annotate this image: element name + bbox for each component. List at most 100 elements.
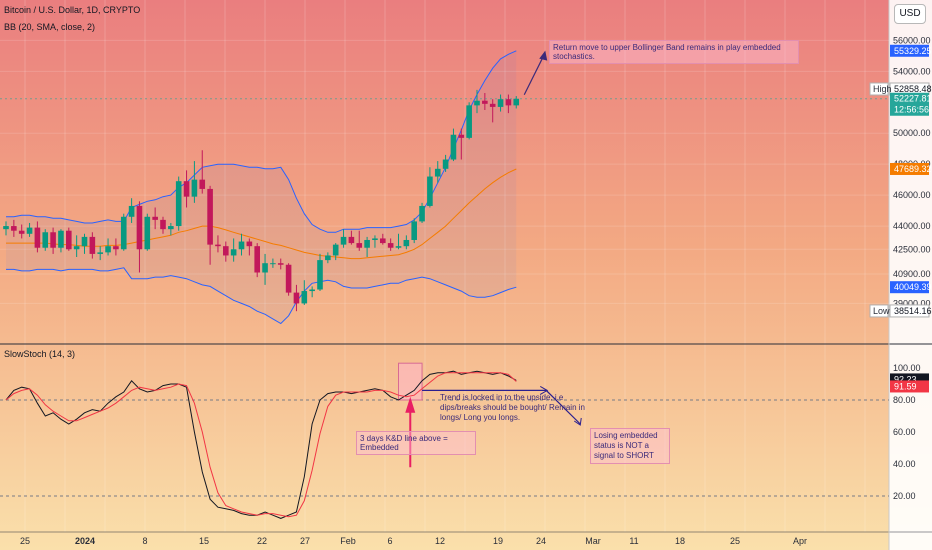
time-tick-label: 6 [387,536,392,546]
candle-body [230,249,237,256]
price-badge-label: 40049.39 [894,282,932,292]
candle-body [395,246,402,248]
candle-body [411,221,417,240]
top-note-annotation[interactable]: Return move to upper Bollinger Band rema… [549,40,799,64]
candle-body [128,205,135,217]
stoch-k-line [5,370,517,519]
candle-body [293,292,300,304]
time-tick-label: 19 [493,536,503,546]
candle-body [246,241,253,247]
candle-body [340,236,347,245]
time-tick-label: 15 [199,536,209,546]
candle-body [474,100,480,106]
candle-body [3,226,9,230]
bb-lower-line [6,267,517,325]
time-tick-label: Feb [340,536,356,546]
candle-body [18,230,25,234]
candle-body [215,244,221,247]
candle-body [199,179,206,189]
price-badge [889,304,930,318]
candle-body [34,227,41,248]
candle-body [317,260,323,290]
time-tick-label: Mar [585,536,601,546]
time-tick-label: 25 [730,536,740,546]
projection-arrow-line [523,54,545,96]
embedded-note-annotation[interactable]: 3 days K&D line above = Embedded [356,431,476,455]
trend-note-annotation[interactable]: Trend is locked in to the upside, i.e di… [440,393,585,422]
candle-body [50,232,56,248]
candle-body [325,255,331,261]
stoch-tick-label: 60.00 [893,427,916,437]
candle-body [223,246,229,256]
price-badge-label: 12:56:56 [894,105,929,115]
price-tick-label: 39000.00 [893,298,931,308]
candle-body [301,291,308,304]
stoch-tick-label: 20.00 [893,491,916,501]
candle-body [497,99,504,107]
losing-note-annotation[interactable]: Losing embedded status is NOT a signal t… [590,428,670,464]
candle-body [11,226,17,231]
price-badge [890,103,929,116]
candle-body [26,227,33,234]
price-badge-label: 55329.25 [894,46,932,56]
stoch-tick-label: 100.00 [893,363,921,373]
stoch-badge-label: 91.59 [894,381,917,391]
candle-body [144,216,151,250]
candle-body [348,236,355,244]
candle-body [89,236,96,254]
candle-body [152,216,158,220]
candle-body [207,188,213,245]
candle-body [238,241,245,250]
stoch-indicator-legend[interactable]: SlowStoch (14, 3) [4,349,76,359]
price-tick-label: 46000.00 [893,190,931,200]
candle-body [442,159,449,169]
price-badge-tag-label: High [873,84,892,94]
candle-body [97,252,103,254]
candle-body [262,263,268,273]
candle-body [505,99,512,106]
price-badge-label: 38514.16 [894,306,932,316]
price-tick-label: 40900.00 [893,269,931,279]
stoch-projection-arrow [540,385,549,395]
candle-body [285,264,292,293]
price-tick-label: 54000.00 [893,66,931,76]
bb-indicator-legend[interactable]: BB (20, SMA, close, 2) [4,22,96,32]
candle-body [482,100,488,104]
candle-body [105,246,111,253]
currency-button[interactable]: USD [894,4,926,24]
candle-body [450,134,457,160]
candle-body [466,105,472,138]
stoch-badge [890,380,929,393]
projection-arrow-head [539,50,548,61]
stoch-tick-label: 40.00 [893,459,916,469]
candle-body [270,263,276,265]
candle-body [332,244,339,256]
price-badge [890,162,929,175]
candle-body [175,181,182,227]
time-tick-label: 2024 [75,536,95,546]
price-badge-tag-label: Low [873,306,890,316]
time-tick-label: 24 [536,536,546,546]
time-tick-label: 22 [257,536,267,546]
embedded-arrow-head [405,396,416,413]
candle-body [427,176,433,206]
candle-body [277,263,284,265]
candle-body [183,181,190,197]
candle-body [160,219,166,230]
time-tick-label: 12 [435,536,445,546]
candle-body [42,232,49,248]
time-tick-label: Apr [793,536,807,546]
stoch-tick-label: 80.00 [893,395,916,405]
candle-body [136,205,143,250]
candle-body [458,134,465,138]
symbol-title: Bitcoin / U.S. Dollar, 1D, CRYPTO [4,5,141,15]
price-badge [890,92,929,105]
candle-body [58,230,64,248]
stoch-d-line [5,372,517,518]
candle-body [513,98,520,106]
price-tick-label: 42500.00 [893,244,931,254]
candle-body [168,226,174,230]
price-badge [890,44,929,57]
price-badge-label: 47689.32 [894,164,932,174]
